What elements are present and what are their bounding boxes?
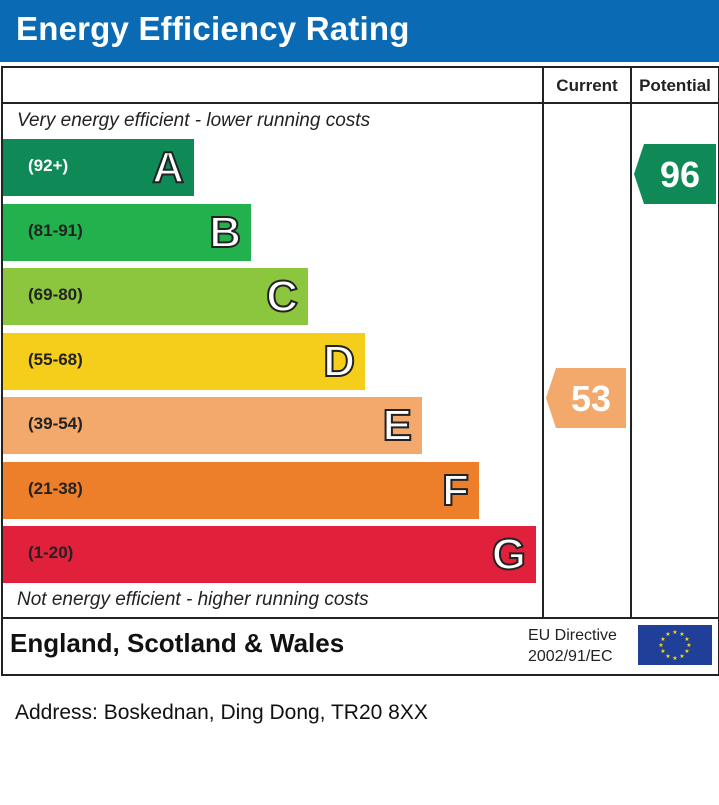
band-d: (55-68) D bbox=[3, 332, 365, 390]
potential-column-header: Potential bbox=[639, 76, 711, 95]
svg-text:★: ★ bbox=[658, 642, 663, 649]
potential-rating-arrow: 96 bbox=[634, 144, 716, 204]
header-row-divider bbox=[3, 102, 718, 104]
current-column-divider bbox=[542, 68, 544, 619]
band-range-label: (55-68) bbox=[28, 349, 83, 369]
header-bar: Energy Efficiency Rating bbox=[0, 0, 719, 62]
top-note: Very energy efficient - lower running co… bbox=[17, 110, 371, 131]
region-label: England, Scotland & Wales bbox=[10, 628, 345, 658]
address-text: Address: Boskednan, Ding Dong, TR20 8XX bbox=[15, 701, 428, 724]
band-range-label: (1-20) bbox=[28, 543, 74, 562]
svg-text:★: ★ bbox=[684, 636, 689, 643]
band-c: (69-80) C bbox=[3, 268, 308, 325]
bottom-note: Not energy efficient - higher running co… bbox=[17, 589, 369, 610]
current-rating-arrow: 53 bbox=[546, 368, 626, 428]
band-f: (21-38) F bbox=[3, 461, 479, 519]
arrow-shape bbox=[546, 368, 626, 428]
band-letter: A bbox=[151, 142, 185, 193]
arrow-value: 96 bbox=[660, 154, 700, 195]
page-title: Energy Efficiency Rating bbox=[16, 10, 410, 47]
svg-text:★: ★ bbox=[660, 648, 665, 655]
band-letter: D bbox=[322, 336, 356, 387]
band-letter: G bbox=[491, 529, 527, 580]
eu-directive-line1: EU Directive bbox=[528, 627, 617, 644]
svg-text:★: ★ bbox=[672, 629, 677, 636]
band-letter: F bbox=[441, 465, 470, 516]
svg-text:★: ★ bbox=[665, 653, 670, 660]
footer-row-divider bbox=[3, 617, 718, 619]
eu-directive-line2: 2002/91/EC bbox=[528, 648, 613, 665]
eu-flag-icon: ★ ★★ ★★★ ★★★ ★★★ bbox=[638, 625, 712, 665]
band-e: (39-54) E bbox=[3, 397, 422, 454]
band-b: (81-91) B bbox=[3, 203, 251, 261]
band-range-label: (69-80) bbox=[28, 285, 83, 304]
svg-text:★: ★ bbox=[660, 636, 665, 643]
svg-text:★: ★ bbox=[686, 642, 691, 649]
band-range-label: (81-91) bbox=[28, 220, 83, 240]
current-column-header: Current bbox=[556, 76, 618, 95]
band-g: (1-20) G bbox=[3, 526, 536, 583]
svg-text:★: ★ bbox=[679, 631, 684, 638]
svg-text:★: ★ bbox=[665, 631, 670, 638]
arrow-value: 53 bbox=[571, 378, 611, 419]
band-letter: E bbox=[382, 400, 413, 451]
potential-column-divider bbox=[630, 68, 632, 619]
rating-frame: Current Potential Very energy efficient … bbox=[1, 66, 719, 676]
band-a: (92+) A bbox=[3, 139, 194, 196]
band-range-label: (39-54) bbox=[28, 414, 83, 433]
band-range-label: (92+) bbox=[28, 156, 69, 175]
svg-text:★: ★ bbox=[672, 655, 677, 662]
band-range-label: (21-38) bbox=[28, 478, 83, 498]
arrow-shape bbox=[634, 144, 716, 204]
band-letter: B bbox=[208, 207, 242, 258]
svg-text:★: ★ bbox=[684, 648, 689, 655]
svg-text:★: ★ bbox=[679, 653, 684, 660]
band-letter: C bbox=[265, 271, 299, 322]
